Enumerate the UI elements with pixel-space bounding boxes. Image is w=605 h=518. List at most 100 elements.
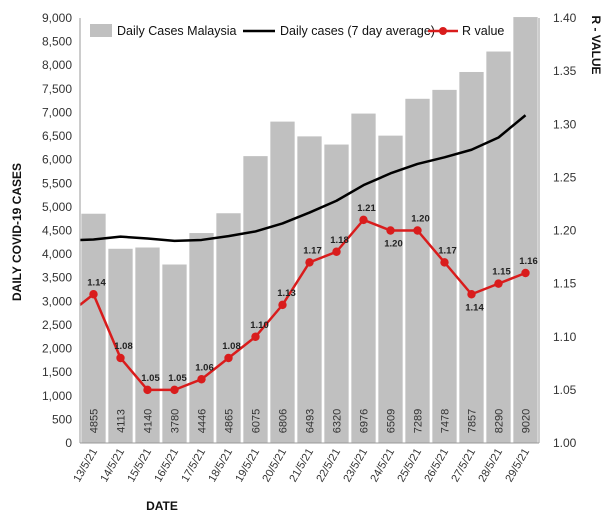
y-tick-label-1: 500 (52, 412, 72, 426)
r-marker-7 (278, 300, 287, 310)
bar-value-label-12: 7289 (413, 409, 425, 433)
r-value-label-4: 1.06 (195, 362, 214, 373)
bar-9 (324, 144, 349, 444)
r-value-label-12: 1.20 (411, 214, 430, 225)
y-tick-label-13: 6,500 (42, 129, 72, 143)
r-marker-6 (251, 332, 260, 341)
y-tick-label-4: 2,000 (42, 342, 72, 356)
bar-value-label-6: 6075 (251, 409, 263, 433)
r-marker-13 (440, 258, 449, 267)
x-tick-label-6: 19/5/21 (233, 447, 262, 485)
bar-1 (108, 248, 133, 443)
r-value-label-6: 1.10 (250, 320, 269, 331)
x-tick-label-7: 20/5/21 (260, 447, 289, 485)
x-tick-label-14: 27/5/21 (449, 447, 478, 485)
r-marker-5 (224, 353, 233, 363)
legend: Daily Cases Malaysia Daily cases (7 day … (90, 24, 504, 38)
axes-layer (79, 18, 540, 444)
bar-value-label-15: 8290 (494, 409, 506, 433)
r-marker-2 (143, 385, 152, 395)
y-tick-label-7: 3,500 (42, 271, 72, 285)
x-tick-label-10: 23/5/21 (341, 447, 370, 485)
bar-value-label-13: 7478 (440, 409, 452, 433)
average-line-layer (79, 114, 527, 243)
bar-value-label-11: 6509 (386, 409, 398, 433)
bar-5 (216, 213, 241, 443)
watermark: 微信号: kanxinjiapo (455, 482, 584, 500)
r-marker-16 (521, 268, 530, 278)
r-marker-10 (359, 215, 368, 225)
bar-6 (243, 156, 268, 443)
bar-14 (459, 71, 484, 443)
r-value-label-7: 1.13 (277, 288, 296, 299)
y-axis-title: DAILY COVID-19 CASES (10, 163, 24, 301)
r-marker-0 (89, 290, 98, 299)
x-tick-label-0: 13/5/21 (71, 447, 100, 485)
x-tick-label-11: 24/5/21 (368, 447, 397, 485)
y-tick-label-16: 8,000 (42, 58, 72, 72)
bar-value-label-8: 6493 (305, 409, 317, 433)
x-axis-ticks: 13/5/2114/5/2115/5/2116/5/2117/5/2118/5/… (71, 447, 532, 485)
x-tick-label-4: 17/5/21 (179, 447, 208, 485)
r-value-label-10: 1.21 (357, 203, 376, 214)
y-tick-label-15: 7,500 (42, 82, 72, 96)
x-tick-label-9: 22/5/21 (314, 447, 343, 485)
r-value-label-3: 1.05 (168, 373, 187, 384)
y-tick-label-18: 9,000 (42, 11, 72, 25)
x-axis-title: DATE (146, 499, 178, 513)
x-tick-label-8: 21/5/21 (287, 447, 316, 485)
x-tick-label-3: 16/5/21 (152, 447, 181, 485)
r-value-label-11: 1.20 (384, 239, 403, 250)
y-tick-label-9: 4,500 (42, 224, 72, 238)
bar-value-label-16: 9020 (521, 409, 533, 433)
x-tick-label-13: 26/5/21 (422, 447, 451, 485)
y-tick-label-3: 1,500 (42, 365, 72, 379)
y2-tick-label-3: 1.15 (553, 277, 577, 291)
x-tick-label-12: 25/5/21 (395, 447, 424, 485)
r-marker-14 (467, 290, 476, 299)
legend-label-avg: Daily cases (7 day average) (280, 24, 435, 38)
r-value-line (79, 218, 526, 392)
x-tick-label-16: 29/5/21 (503, 447, 532, 485)
x-tick-label-1: 14/5/21 (98, 447, 127, 485)
average-line (79, 114, 527, 243)
bars-layer (81, 17, 538, 444)
r-marker-11 (386, 226, 395, 235)
y-tick-label-6: 3,000 (42, 294, 72, 308)
x-tick-label-5: 18/5/21 (206, 447, 235, 485)
bar-value-label-14: 7857 (467, 409, 479, 433)
bar-15 (486, 51, 511, 444)
r-value-label-1: 1.08 (114, 341, 133, 352)
bar-3 (162, 264, 187, 443)
wechat-icon (455, 482, 478, 500)
bar-4 (189, 233, 214, 443)
bar-value-label-2: 4140 (143, 409, 155, 433)
y2-axis-title: R - VALUE (589, 15, 603, 74)
r-marker-15 (494, 279, 503, 288)
legend-swatch-r-marker (439, 27, 447, 35)
legend-label-bars: Daily Cases Malaysia (117, 24, 237, 38)
r-value-label-16: 1.16 (519, 256, 538, 267)
y-tick-label-10: 5,000 (42, 200, 72, 214)
r-marker-4 (197, 375, 206, 384)
y2-tick-label-4: 1.20 (553, 224, 577, 238)
r-value-label-15: 1.15 (492, 267, 511, 278)
y-tick-label-14: 7,000 (42, 105, 72, 119)
bar-10 (351, 113, 376, 444)
bar-8 (297, 136, 322, 443)
r-value-label-2: 1.05 (141, 373, 160, 384)
r-value-label-14: 1.14 (465, 302, 484, 313)
r-marker-3 (170, 385, 179, 395)
r-value-label-5: 1.08 (222, 341, 241, 352)
y-tick-label-12: 6,000 (42, 153, 72, 167)
y-tick-label-2: 1,000 (42, 389, 72, 403)
bar-value-label-9: 6320 (332, 409, 344, 433)
legend-swatch-bars (90, 24, 112, 37)
y2-tick-label-7: 1.35 (553, 64, 577, 78)
y2-tick-label-8: 1.40 (553, 11, 577, 25)
bar-value-label-0: 4855 (89, 409, 101, 433)
r-value-label-13: 1.17 (438, 245, 457, 256)
y-tick-label-11: 5,500 (42, 176, 72, 190)
legend-label-r: R value (462, 24, 504, 38)
y-tick-label-0: 0 (65, 436, 72, 450)
